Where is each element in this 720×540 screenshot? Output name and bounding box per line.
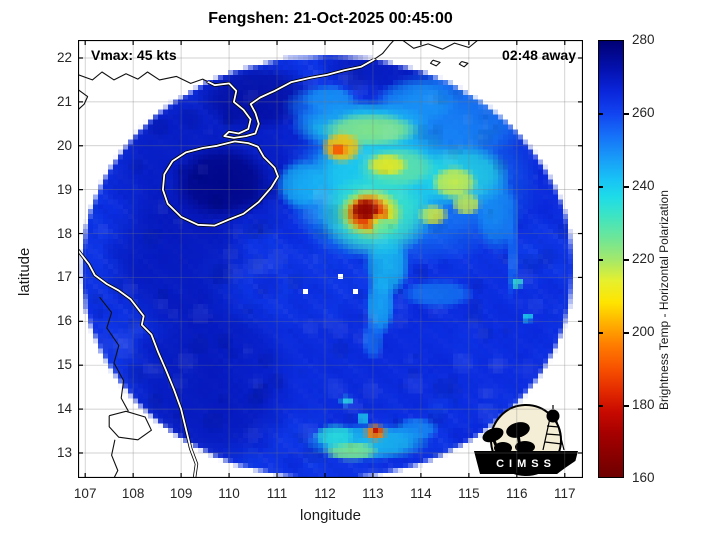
x-tick-label: 117 <box>554 486 576 501</box>
y-tick-label: 18 <box>56 225 72 241</box>
coastline-casing <box>78 249 199 478</box>
x-tick-label: 112 <box>314 486 336 501</box>
vmax-annotation: Vmax: 45 kts <box>91 47 177 63</box>
coastline-path <box>108 410 152 441</box>
y-axis-label: latitude <box>16 247 33 296</box>
colorbar-tick-label: 220 <box>632 251 655 266</box>
building-silhouette <box>515 441 535 453</box>
colorbar-tick-mark <box>624 405 629 407</box>
coastline-path <box>162 140 279 227</box>
y-tick-label: 20 <box>56 137 72 153</box>
x-tick-label: 114 <box>410 486 432 501</box>
coastline-casing <box>161 139 280 228</box>
axes-frame <box>78 40 583 478</box>
x-tick-label: 107 <box>73 486 97 501</box>
map-overlay: CIMSS <box>78 40 583 478</box>
cimss-banner <box>474 451 578 474</box>
grid-lines <box>78 40 583 478</box>
satellite-dish-icon <box>506 422 530 438</box>
brightness-temp-field <box>78 40 583 478</box>
coastline-path <box>111 439 119 478</box>
y-tick-label: 13 <box>56 444 72 460</box>
colorbar-tick-label: 260 <box>632 105 655 120</box>
water-tower-tank <box>546 409 560 423</box>
plot-border <box>78 40 583 478</box>
x-tick-label: 115 <box>458 486 480 501</box>
coastline-path <box>429 59 441 67</box>
colorbar-tick-label: 180 <box>632 397 655 412</box>
colorbar-tick-label: 160 <box>632 470 655 485</box>
plot-title: Fengshen: 21-Oct-2025 00:45:00 <box>208 10 453 27</box>
colorbar-tick-mark <box>598 259 603 261</box>
colorbar-tick-mark <box>624 259 629 261</box>
satellite-dish-icon <box>482 427 504 443</box>
y-tick-label: 19 <box>56 181 72 197</box>
y-tick-label: 22 <box>56 49 72 65</box>
cimss-logo-text: CIMSS <box>496 458 556 470</box>
x-tick-label: 109 <box>169 486 193 501</box>
colorbar-tick-mark <box>624 186 629 188</box>
y-tick-label: 14 <box>56 401 72 417</box>
x-tick-label: 108 <box>121 486 145 501</box>
y-tick-label: 16 <box>56 313 72 329</box>
water-tower-icon <box>542 405 565 451</box>
x-tick-label: 110 <box>218 486 240 501</box>
colorbar-tick-mark <box>624 332 629 334</box>
coastline-path <box>458 60 469 68</box>
colorbar-tick-label: 280 <box>632 32 655 47</box>
y-tick-label: 15 <box>56 357 72 373</box>
coastline-path <box>99 296 129 412</box>
colorbar-tick-mark <box>598 332 603 334</box>
coastline-path <box>401 40 479 50</box>
colorbar-tick-label: 240 <box>632 178 655 193</box>
x-tick-label: 116 <box>506 486 528 501</box>
map-plot-area: CIMSS Vmax: 45 kts 02:48 away <box>78 40 583 478</box>
colorbar-tick-mark <box>624 113 629 115</box>
colorbar-tick-mark <box>598 405 603 407</box>
colorbar-label: Brightness Temp - Horizontal Polarizatio… <box>657 190 671 410</box>
y-tick-label: 21 <box>56 93 72 109</box>
coastline-white <box>78 139 280 478</box>
coastline-outside-swath <box>78 40 479 478</box>
colorbar-tick-mark <box>598 113 603 115</box>
x-axis-label: longitude <box>300 507 361 524</box>
time-away-annotation: 02:48 away <box>502 47 576 63</box>
colorbar-tick-mark <box>598 186 603 188</box>
y-tick-label: 17 <box>56 269 72 285</box>
x-tick-label: 111 <box>266 486 288 501</box>
x-tick-label: 113 <box>362 486 384 501</box>
coastline-path <box>78 89 89 111</box>
colorbar-tick-label: 200 <box>632 324 655 339</box>
cimss-logo: CIMSS <box>474 404 578 476</box>
coastline-path <box>78 249 198 478</box>
